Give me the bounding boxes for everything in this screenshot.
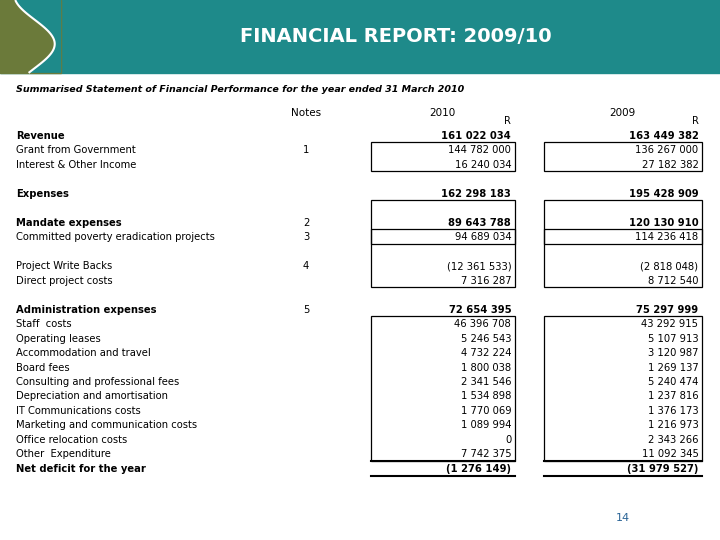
Text: 2 341 546: 2 341 546 <box>461 377 511 387</box>
Text: 43 292 915: 43 292 915 <box>642 319 698 329</box>
Bar <box>544 230 702 244</box>
Text: 120 130 910: 120 130 910 <box>629 218 698 228</box>
Text: Operating leases: Operating leases <box>16 334 101 343</box>
Text: Summarised Statement of Financial Performance for the year ended 31 March 2010: Summarised Statement of Financial Perfor… <box>16 85 464 93</box>
Text: 94 689 034: 94 689 034 <box>454 232 511 242</box>
Text: Other  Expenditure: Other Expenditure <box>16 449 111 460</box>
Bar <box>544 316 702 461</box>
Text: 144 782 000: 144 782 000 <box>449 145 511 156</box>
Text: 75 297 999: 75 297 999 <box>636 305 698 315</box>
Text: Committed poverty eradication projects: Committed poverty eradication projects <box>16 232 215 242</box>
Text: 3: 3 <box>303 232 309 242</box>
Text: Grant from Government: Grant from Government <box>16 145 135 156</box>
Text: 89 643 788: 89 643 788 <box>449 218 511 228</box>
Text: 1 089 994: 1 089 994 <box>461 421 511 430</box>
Text: (12 361 533): (12 361 533) <box>446 261 511 271</box>
Text: Office relocation costs: Office relocation costs <box>16 435 127 445</box>
Text: Staff  costs: Staff costs <box>16 319 71 329</box>
Text: R: R <box>504 117 511 126</box>
Text: 2009: 2009 <box>610 109 636 118</box>
Text: 2010: 2010 <box>430 109 456 118</box>
Text: Depreciation and amortisation: Depreciation and amortisation <box>16 392 168 401</box>
Bar <box>371 200 515 287</box>
Text: Project Write Backs: Project Write Backs <box>16 261 112 271</box>
Text: (31 979 527): (31 979 527) <box>627 464 698 474</box>
Text: 3 120 987: 3 120 987 <box>648 348 698 358</box>
Text: 163 449 382: 163 449 382 <box>629 131 698 141</box>
Text: 195 428 909: 195 428 909 <box>629 189 698 199</box>
Text: 4 732 224: 4 732 224 <box>461 348 511 358</box>
Text: 46 396 708: 46 396 708 <box>454 319 511 329</box>
Text: 7 316 287: 7 316 287 <box>461 276 511 286</box>
Text: FINANCIAL REPORT: 2009/10: FINANCIAL REPORT: 2009/10 <box>240 27 552 46</box>
Text: 161 022 034: 161 022 034 <box>441 131 511 141</box>
Text: 1 376 173: 1 376 173 <box>648 406 698 416</box>
Text: 2 343 266: 2 343 266 <box>648 435 698 445</box>
Text: Direct project costs: Direct project costs <box>16 276 112 286</box>
Text: 162 298 183: 162 298 183 <box>441 189 511 199</box>
Text: 1 770 069: 1 770 069 <box>461 406 511 416</box>
Text: 1 216 973: 1 216 973 <box>648 421 698 430</box>
Text: Marketing and communication costs: Marketing and communication costs <box>16 421 197 430</box>
Bar <box>0 0 720 73</box>
Text: 1: 1 <box>303 145 309 156</box>
Text: R: R <box>691 117 698 126</box>
Text: 114 236 418: 114 236 418 <box>635 232 698 242</box>
Text: Board fees: Board fees <box>16 362 69 373</box>
Text: 5 240 474: 5 240 474 <box>648 377 698 387</box>
Text: 5: 5 <box>303 305 309 315</box>
Text: Mandate expenses: Mandate expenses <box>16 218 122 228</box>
Text: 4: 4 <box>303 261 309 271</box>
Text: Expenses: Expenses <box>16 189 68 199</box>
Text: 1 534 898: 1 534 898 <box>461 392 511 401</box>
Text: Net deficit for the year: Net deficit for the year <box>16 464 145 474</box>
Text: 16 240 034: 16 240 034 <box>454 160 511 170</box>
Text: Consulting and professional fees: Consulting and professional fees <box>16 377 179 387</box>
Text: 14: 14 <box>616 514 630 523</box>
Text: 5 107 913: 5 107 913 <box>648 334 698 343</box>
Text: 2: 2 <box>303 218 309 228</box>
Text: IT Communications costs: IT Communications costs <box>16 406 140 416</box>
Text: Interest & Other Income: Interest & Other Income <box>16 160 136 170</box>
Text: 1 800 038: 1 800 038 <box>461 362 511 373</box>
Text: (1 276 149): (1 276 149) <box>446 464 511 474</box>
Polygon shape <box>0 0 61 73</box>
Text: 72 654 395: 72 654 395 <box>449 305 511 315</box>
Bar <box>0 0 61 73</box>
Text: Revenue: Revenue <box>16 131 65 141</box>
Text: 27 182 382: 27 182 382 <box>642 160 698 170</box>
Text: 0: 0 <box>505 435 511 445</box>
Text: 8 712 540: 8 712 540 <box>648 276 698 286</box>
Text: (2 818 048): (2 818 048) <box>640 261 698 271</box>
Text: 1 269 137: 1 269 137 <box>648 362 698 373</box>
Text: Administration expenses: Administration expenses <box>16 305 156 315</box>
Text: Notes: Notes <box>291 109 321 118</box>
Text: 11 092 345: 11 092 345 <box>642 449 698 460</box>
Bar <box>371 316 515 461</box>
Bar <box>371 230 515 244</box>
Bar <box>544 143 702 171</box>
Text: 136 267 000: 136 267 000 <box>635 145 698 156</box>
Text: Accommodation and travel: Accommodation and travel <box>16 348 150 358</box>
Text: 7 742 375: 7 742 375 <box>461 449 511 460</box>
Bar <box>371 143 515 171</box>
Text: 1 237 816: 1 237 816 <box>648 392 698 401</box>
Bar <box>544 200 702 287</box>
Text: 5 246 543: 5 246 543 <box>461 334 511 343</box>
